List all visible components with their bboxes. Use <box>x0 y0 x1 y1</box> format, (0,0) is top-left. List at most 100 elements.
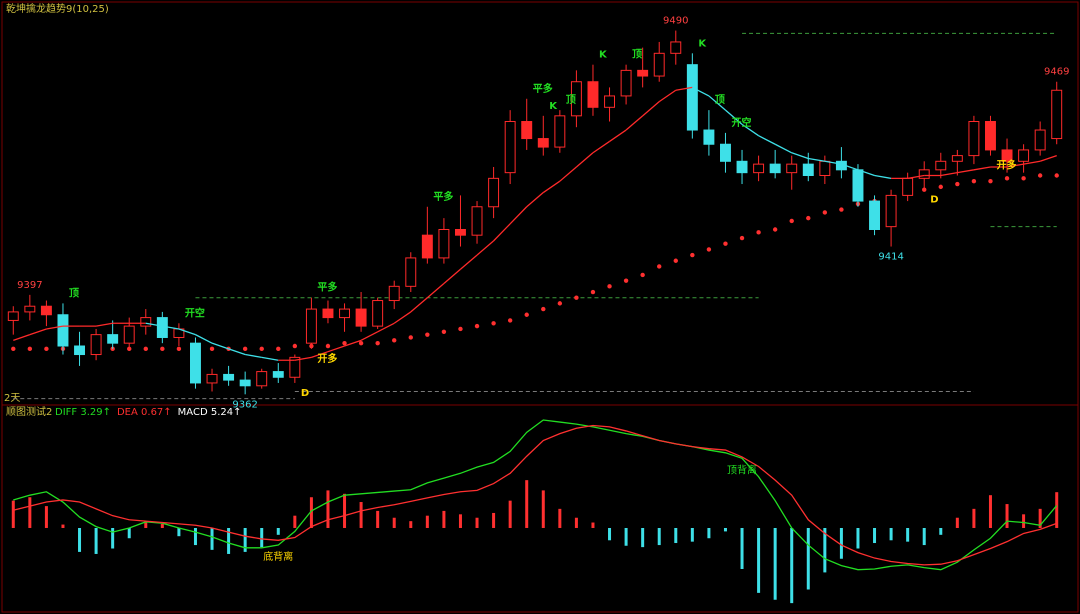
candle-body <box>40 305 52 316</box>
candle-body <box>504 121 516 174</box>
candle-body <box>372 300 384 327</box>
candle-body <box>90 334 102 356</box>
fast-line <box>874 174 892 179</box>
candle-body <box>1051 89 1063 140</box>
fast-line <box>791 152 809 160</box>
slow-line-dot <box>358 340 364 346</box>
period-label: 2天 <box>4 393 20 404</box>
candle-body <box>322 308 334 319</box>
fast-line <box>195 334 213 344</box>
candle-body <box>1034 129 1046 151</box>
fast-line <box>410 297 428 313</box>
fast-line <box>393 311 412 324</box>
macd-panel-frame <box>1 404 1079 613</box>
slow-line-dot <box>756 230 761 235</box>
fast-line <box>145 322 163 327</box>
candle-body <box>604 95 615 108</box>
fast-line <box>857 169 875 177</box>
candle-body <box>57 314 69 347</box>
price-label: 9490 <box>663 16 688 27</box>
candle-body <box>471 206 483 236</box>
fast-line <box>261 356 279 361</box>
slow-line-dot <box>657 264 662 269</box>
candle-body <box>405 257 417 287</box>
candle-body <box>686 64 698 131</box>
candle-body <box>488 177 500 208</box>
slow-line-dot <box>955 181 960 187</box>
divergence-label: 底背离 <box>263 550 293 563</box>
macd-header: MACD 5.24↑ <box>178 407 242 418</box>
candle-body <box>239 379 251 387</box>
candle-body <box>339 308 350 319</box>
slow-line-dot <box>772 227 778 232</box>
fast-line <box>377 322 395 333</box>
candle-body <box>637 69 649 77</box>
candle-body <box>935 160 947 171</box>
candle-body <box>156 317 168 338</box>
signal-label: 平多 <box>317 281 337 294</box>
signal-label: 顶 <box>632 49 642 61</box>
slow-line-dot <box>11 346 16 352</box>
fast-line <box>311 351 329 358</box>
fast-line <box>1039 154 1057 162</box>
candle-body <box>587 81 599 108</box>
slow-line-dot <box>806 215 811 221</box>
candle-body <box>653 52 665 77</box>
candle-body <box>388 285 400 302</box>
fast-line <box>559 166 577 182</box>
slow-line-dot <box>425 332 430 337</box>
signal-label: 开多 <box>317 352 337 365</box>
candle-body <box>570 81 582 117</box>
candle-body <box>736 160 748 174</box>
candle-body <box>918 169 930 179</box>
slow-line-dot <box>458 326 463 332</box>
slow-line-dot <box>392 338 397 343</box>
candle-body <box>620 69 632 97</box>
fast-line <box>13 334 31 341</box>
fast-line <box>741 123 759 137</box>
macd-line <box>13 424 1057 566</box>
candle-body <box>869 200 880 230</box>
candle-body <box>703 129 715 145</box>
signal-label: K <box>549 101 558 112</box>
candle-body <box>554 115 566 148</box>
fast-line <box>360 331 378 341</box>
slow-line-dot <box>375 340 380 346</box>
candle-body <box>421 234 433 259</box>
macd-line <box>13 419 1058 571</box>
fast-line <box>460 254 478 270</box>
fast-line <box>46 325 64 330</box>
candle-body <box>819 160 831 177</box>
fast-line <box>625 115 644 131</box>
signal-label: 顶 <box>69 287 79 299</box>
fast-line <box>592 140 610 154</box>
macd-header: DEA 0.67↑ <box>117 407 172 418</box>
signal-label: K <box>698 38 707 49</box>
slow-line-dot <box>1004 176 1010 181</box>
candle-body <box>289 356 301 378</box>
price-label: 9397 <box>17 280 42 291</box>
candle-body <box>985 121 996 151</box>
signal-label: D <box>930 195 938 206</box>
fast-line <box>692 86 710 97</box>
slow-line-dot <box>441 329 447 334</box>
fast-line <box>675 86 693 91</box>
slow-line-dot <box>242 346 248 352</box>
fast-line <box>907 174 925 179</box>
slow-line-dot <box>739 235 745 241</box>
fast-line <box>808 157 825 162</box>
candle-body <box>951 155 963 162</box>
signal-label: 开空 <box>185 306 205 319</box>
fast-line <box>758 135 776 145</box>
macd-header: DIFF 3.29↑ <box>55 407 111 418</box>
slow-line-dot <box>491 321 496 326</box>
slow-line-dot <box>209 346 215 352</box>
fast-line <box>1006 163 1024 168</box>
fast-line <box>658 89 677 103</box>
signal-label: K <box>599 50 608 61</box>
slow-line-dot <box>176 346 182 352</box>
slow-line-dot <box>640 272 645 278</box>
candle-body <box>521 121 533 140</box>
